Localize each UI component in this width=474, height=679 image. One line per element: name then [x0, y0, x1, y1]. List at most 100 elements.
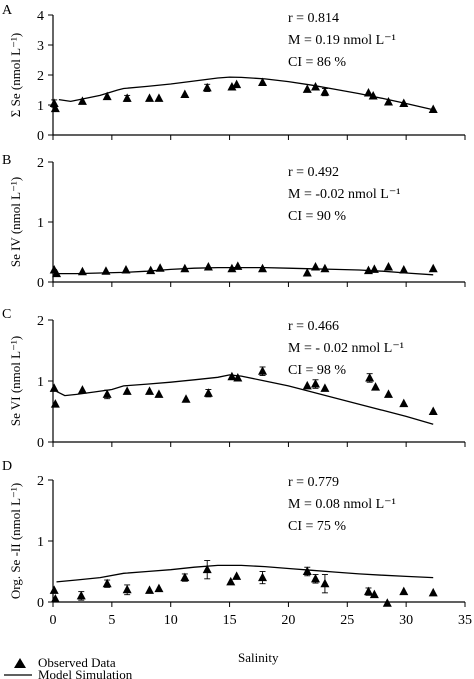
model-simulation-line — [56, 564, 434, 583]
observed-point — [232, 79, 242, 89]
panel-letter: C — [2, 307, 11, 322]
observed-point — [369, 589, 379, 599]
y-tick-label: 0 — [37, 129, 44, 144]
stat-annotation: CI = 98 % — [288, 363, 346, 378]
observed-point — [371, 382, 381, 391]
observed-point — [146, 265, 156, 275]
observed-point — [383, 97, 393, 106]
observed-point — [311, 573, 321, 583]
observed-point — [77, 385, 87, 394]
observed-point — [258, 572, 268, 582]
stat-annotation: M = 0.08 nmol L⁻¹ — [288, 497, 396, 512]
panel-b: B 0 1 2 Se IV (nmol L⁻¹) r = 0.492 M = -0.02 n… — [2, 153, 466, 291]
observed-point — [302, 268, 312, 277]
observed-point — [428, 587, 438, 597]
x-tick-label: 5 — [108, 613, 115, 628]
observed-point — [227, 82, 237, 91]
observed-point — [369, 264, 379, 273]
panel-letter: A — [2, 3, 13, 18]
y-tick-label: 0 — [37, 276, 44, 291]
axis-frame — [52, 320, 465, 443]
observed-point — [399, 398, 409, 408]
model-simulation-line — [56, 374, 434, 425]
observed-point — [154, 389, 164, 398]
y-axis-label: Se IV (nmol L⁻¹) — [8, 177, 23, 267]
observed-point — [122, 386, 132, 395]
observed-point — [382, 598, 392, 607]
observed-point — [320, 578, 330, 588]
axis-frame — [52, 162, 465, 283]
legend: Observed Data Model Simulation Salinity — [4, 650, 279, 679]
observed-point — [227, 371, 237, 381]
observed-point — [383, 262, 393, 271]
observed-point — [145, 93, 155, 102]
legend-observed-label: Observed Data — [38, 655, 116, 670]
observed-point — [232, 571, 242, 580]
observed-point — [202, 82, 212, 92]
panel-letter: D — [2, 459, 12, 474]
observed-point — [101, 266, 111, 275]
observed-point — [233, 261, 243, 270]
stat-annotation: r = 0.814 — [288, 11, 339, 26]
observed-point — [258, 366, 268, 375]
y-tick-label: 1 — [37, 216, 44, 231]
panel-c: C 0 1 2 Se VI (nmol L⁻¹) r = 0.466 M = - 0.02 … — [2, 307, 466, 451]
y-tick-label: 2 — [37, 69, 44, 84]
stat-annotation: r = 0.492 — [288, 165, 339, 180]
y-tick-label: 0 — [37, 596, 44, 611]
observed-point — [363, 88, 373, 97]
observed-point — [320, 263, 330, 273]
observed-point — [50, 593, 60, 603]
observed-point — [180, 89, 190, 98]
observed-point — [203, 388, 213, 397]
y-tick-label: 2 — [37, 156, 44, 171]
observed-point — [76, 590, 86, 600]
observed-point — [102, 389, 112, 398]
y-axis-label: Σ Se (nmol L⁻¹) — [8, 33, 23, 117]
x-tick-label: 15 — [223, 613, 237, 628]
observed-point — [203, 262, 213, 271]
y-axis-label: Org. Se -II (nmol L⁻¹) — [8, 483, 23, 599]
observed-point — [258, 263, 268, 273]
observed-point — [155, 263, 165, 272]
observed-point — [180, 572, 190, 582]
stat-annotation: CI = 90 % — [288, 209, 346, 224]
observed-point — [102, 578, 112, 588]
observed-point — [428, 406, 438, 415]
stat-annotation: r = 0.466 — [288, 319, 339, 334]
legend-model-label: Model Simulation — [38, 667, 133, 679]
observed-point — [233, 372, 243, 382]
x-tick-label: 25 — [340, 613, 354, 628]
observed-point — [122, 584, 132, 594]
observed-point — [102, 91, 112, 101]
model-simulation-line — [58, 76, 434, 111]
y-tick-label: 1 — [37, 99, 44, 114]
observed-point — [50, 399, 60, 408]
y-axis-label: Se VI (nmol L⁻¹) — [8, 336, 23, 426]
observed-point — [302, 380, 312, 390]
observed-point — [52, 268, 62, 278]
observed-point — [368, 91, 378, 100]
axis-frame — [52, 15, 465, 136]
panel-letter: B — [2, 153, 11, 168]
observed-point — [49, 383, 59, 392]
stat-annotation: r = 0.779 — [288, 475, 339, 490]
observed-point — [311, 82, 321, 91]
stat-annotation: M = - 0.02 nmol L⁻¹ — [288, 341, 404, 356]
observed-point — [311, 262, 321, 271]
observed-point — [154, 93, 164, 102]
observed-point — [77, 96, 87, 105]
y-tick-label: 2 — [37, 314, 44, 329]
observed-point — [49, 98, 59, 107]
y-tick-label: 4 — [37, 9, 44, 24]
observed-point — [320, 383, 330, 392]
observed-point — [145, 585, 155, 594]
observed-point — [428, 263, 438, 273]
observed-point — [399, 265, 409, 274]
observed-point — [121, 265, 131, 274]
observed-point — [50, 103, 60, 113]
y-tick-label: 0 — [37, 436, 44, 451]
observed-point — [180, 263, 190, 273]
observed-point — [181, 394, 191, 403]
